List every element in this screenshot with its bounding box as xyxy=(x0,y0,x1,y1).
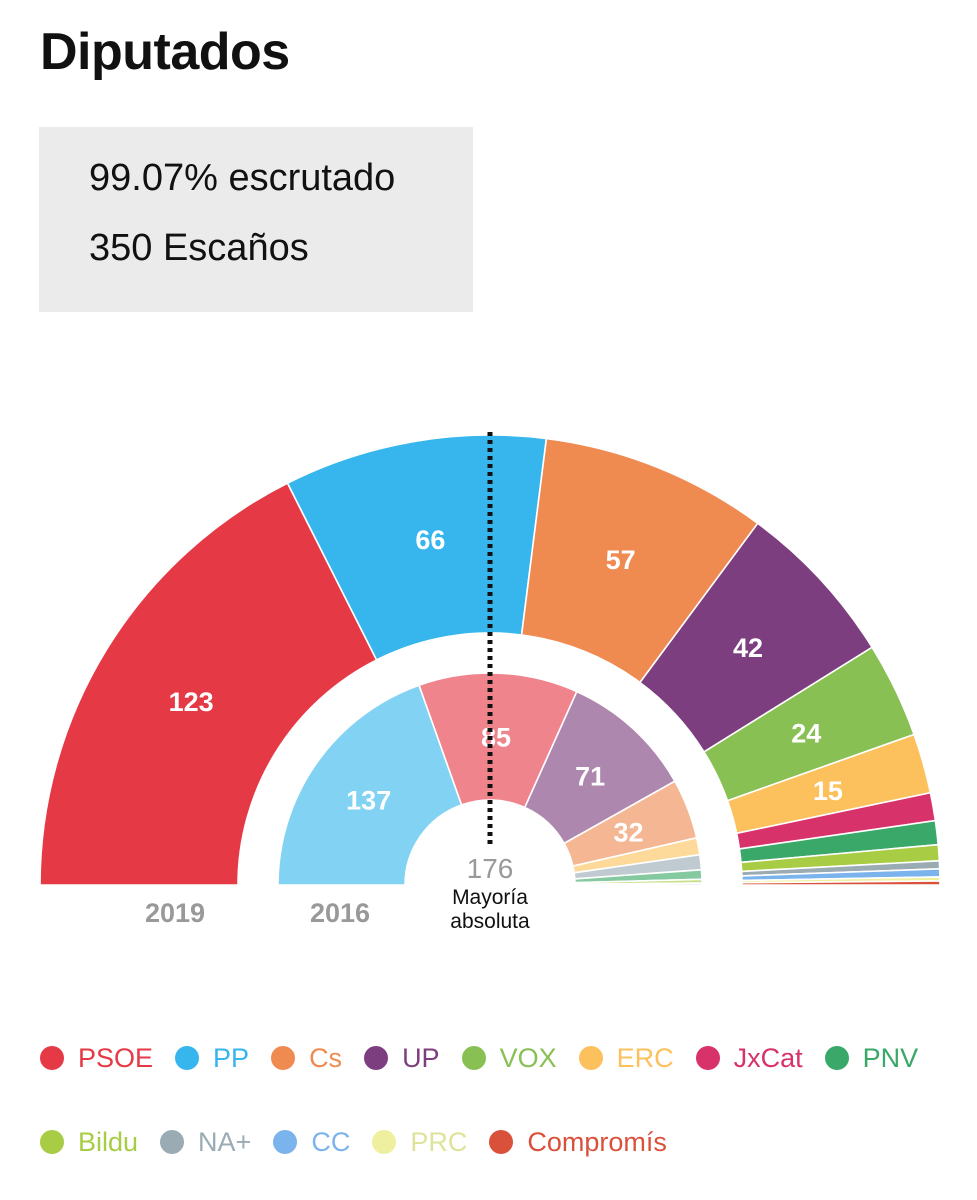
label-2019-up: 42 xyxy=(733,633,763,663)
legend-item-psoe: PSOE xyxy=(40,1043,153,1074)
legend-dot-erc xyxy=(578,1046,603,1070)
legend-dot-na xyxy=(160,1130,185,1154)
legend-item-vox: VOX xyxy=(461,1042,557,1074)
majority-label-1: Mayoría xyxy=(452,886,528,909)
legend-item-prc: PRC xyxy=(372,1127,467,1158)
year-label-2016: 2016 xyxy=(310,898,370,928)
legend-item-jxcat: JxCat xyxy=(695,1042,803,1074)
label-2016-pp: 137 xyxy=(346,785,391,815)
legend-label-psoe: PSOE xyxy=(78,1042,154,1073)
label-2019-cs: 57 xyxy=(606,545,636,575)
legend-label-cs: Cs xyxy=(309,1042,343,1073)
seg-2016-psoe xyxy=(418,672,578,809)
total-seats: 350 Escaños xyxy=(89,227,309,269)
seg-2019-psoe xyxy=(39,482,378,886)
legend-dot-psoe xyxy=(40,1046,64,1070)
legend-label-pnv: PNV xyxy=(862,1042,919,1073)
legend-dot-vox xyxy=(461,1046,486,1070)
legend-label-jxcat: JxCat xyxy=(733,1042,803,1073)
label-2016-psoe: 85 xyxy=(481,723,511,753)
label-2019-psoe: 123 xyxy=(169,687,214,717)
legend-label-up: UP xyxy=(402,1042,440,1073)
legend-item-up: UP xyxy=(364,1043,440,1074)
legend-label-comprom-s: Compromís xyxy=(527,1126,667,1157)
legend-item-erc: ERC xyxy=(578,1042,674,1074)
label-2016-up: 71 xyxy=(575,761,605,791)
legend-dot-bildu xyxy=(40,1130,64,1154)
seg-2019-comprom-s xyxy=(741,880,941,886)
label-2019-vox: 24 xyxy=(791,719,821,749)
legend-label-vox: VOX xyxy=(499,1042,557,1073)
page-title: Diputados xyxy=(40,23,290,81)
legend-label-prc: PRC xyxy=(410,1126,468,1157)
stats-box: 99.07% escrutado 350 Escaños xyxy=(39,127,473,312)
counted-percentage: 99.07% escrutado xyxy=(89,157,396,199)
legend-row-2: Bildu NA+ CC PRC Compromís xyxy=(40,1122,689,1162)
legend-label-bildu: Bildu xyxy=(78,1126,139,1157)
majority-value: 176 xyxy=(467,853,514,884)
legend-item-pp: PP xyxy=(175,1043,249,1074)
parliament-chart: 123 66 57 42 24 15 2019 137 85 71 32 2016 176Mayoría… xyxy=(39,432,941,933)
legend-item-pnv: PNV xyxy=(824,1042,919,1074)
label-2019-pp: 66 xyxy=(415,525,445,555)
legend-item-bildu: Bildu xyxy=(40,1127,138,1158)
label-2019-erc: 15 xyxy=(813,776,843,806)
legend-dot-prc xyxy=(372,1130,397,1154)
legend-item-cs: Cs xyxy=(271,1043,342,1074)
seg-2016-cc xyxy=(574,882,703,886)
legend-dot-up xyxy=(364,1046,389,1070)
legend-label-pp: PP xyxy=(213,1042,250,1073)
seg-2016-pp xyxy=(277,684,463,886)
legend-item-na: NA+ xyxy=(160,1127,251,1158)
year-label-2019: 2019 xyxy=(145,898,205,928)
majority-label-2: absoluta xyxy=(450,910,530,933)
legend-label-erc: ERC xyxy=(616,1042,674,1073)
legend-label-na: NA+ xyxy=(198,1126,252,1157)
legend-dot-cc xyxy=(273,1130,298,1154)
legend-dot-pnv xyxy=(824,1046,849,1070)
legend-row-1: PSOE PP Cs UP VOX ERC JxCat PNV xyxy=(40,1038,940,1078)
legend-dot-pp xyxy=(175,1046,200,1070)
label-2016-cs: 32 xyxy=(614,818,644,848)
legend-label-cc: CC xyxy=(311,1126,351,1157)
legend-dot-jxcat xyxy=(695,1046,720,1070)
legend-dot-comprom-s xyxy=(489,1130,514,1154)
legend-dot-cs xyxy=(271,1046,296,1070)
legend-item-comprom-s: Compromís xyxy=(489,1127,667,1158)
legend-item-cc: CC xyxy=(273,1127,350,1158)
